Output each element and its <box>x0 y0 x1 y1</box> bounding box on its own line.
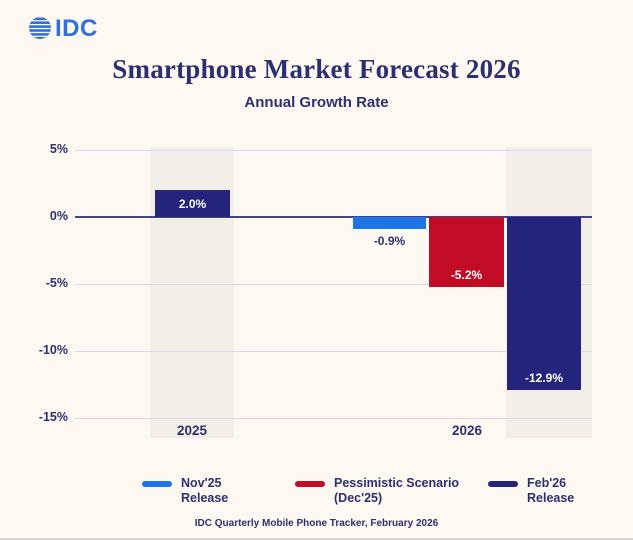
chart-title: Smartphone Market Forecast 2026 <box>112 54 521 84</box>
legend-label: Pessimistic Scenario (Dec'25) <box>334 476 460 506</box>
source-caption: IDC Quarterly Mobile Phone Tracker, Febr… <box>194 518 439 529</box>
x-category-label: 2026 <box>451 423 483 438</box>
legend-item: Feb'26 Release <box>488 476 574 507</box>
y-tick-label: 5% <box>49 142 68 156</box>
gridline <box>75 149 592 151</box>
bar-value-label: -5.2% <box>450 267 483 282</box>
bar-value-label: -12.9% <box>524 370 564 385</box>
legend-label: Nov'25 Release <box>181 476 229 506</box>
chart-bar <box>155 190 230 217</box>
bottom-divider <box>0 538 633 540</box>
bar-value-label: 2.0% <box>178 196 207 211</box>
legend-item: Nov'25 Release <box>142 476 228 507</box>
bar-value-label: -0.9% <box>373 234 406 249</box>
chart-subtitle: Annual Growth Rate <box>244 94 389 111</box>
legend-swatch <box>295 481 325 487</box>
idc-logo: IDC <box>28 12 106 42</box>
y-tick-label: -5% <box>45 276 68 290</box>
y-tick-label: -10% <box>38 343 68 357</box>
y-tick-label: -15% <box>38 410 68 424</box>
idc-logo-graphic: IDC <box>29 15 98 42</box>
zero-gridline <box>75 216 592 218</box>
legend-swatch <box>488 481 518 487</box>
chart-bar <box>429 217 504 287</box>
legend-label: Feb'26 Release <box>527 476 575 506</box>
idc-logo-text: IDC <box>55 15 98 42</box>
globe-icon <box>29 17 51 39</box>
y-tick-label: 0% <box>49 209 68 223</box>
legend-swatch <box>142 481 172 487</box>
gridline <box>75 350 592 352</box>
chart-bar <box>507 217 581 390</box>
gridline <box>75 417 592 419</box>
chart-bar <box>353 217 426 230</box>
legend-item: Pessimistic Scenario (Dec'25) <box>295 476 459 507</box>
gridline <box>75 283 592 285</box>
x-category-label: 2025 <box>176 423 208 438</box>
